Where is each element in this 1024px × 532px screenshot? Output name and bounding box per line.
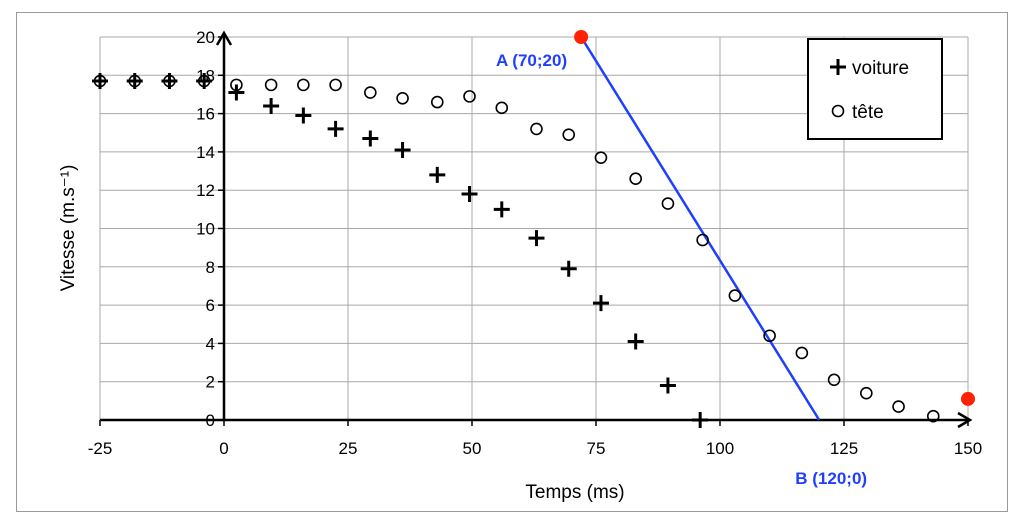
tangent-line-layer [580, 36, 821, 421]
point-tete [128, 74, 142, 88]
point-tete [629, 172, 642, 186]
point-voiture [228, 84, 245, 101]
x-tick-label: 0 [219, 439, 228, 458]
point-voiture [592, 295, 609, 312]
point-tete [795, 346, 809, 360]
point-tete [892, 400, 905, 413]
y-tick-label: 0 [206, 411, 215, 430]
legend-label-voiture: voiture [852, 58, 909, 79]
x-tick-label: 50 [463, 439, 482, 458]
point-voiture [528, 230, 545, 247]
point-voiture [659, 377, 676, 394]
point-tete [93, 74, 107, 88]
legend-label-tete: tête [852, 102, 884, 123]
y-tick-label: 4 [206, 334, 215, 353]
y-tick-label: 10 [196, 220, 215, 239]
legend: voiture tête [807, 38, 943, 140]
point-voiture [461, 186, 478, 203]
y-tick-label: 6 [206, 296, 215, 315]
y-tick-label: 20 [196, 28, 215, 47]
point-voiture [560, 260, 577, 277]
point-tete [827, 373, 841, 387]
x-tick-label: -25 [88, 439, 113, 458]
point-voiture [429, 166, 446, 183]
annotations: A (70;20) B (120;0) [496, 51, 867, 488]
y-tick-label: 14 [196, 143, 215, 162]
point-voiture [692, 412, 709, 428]
y-tick-label: 16 [196, 105, 215, 124]
point-tete [661, 197, 675, 210]
point-tete [230, 78, 243, 92]
legend-marker-voiture [830, 59, 846, 75]
point-tete [264, 78, 278, 92]
y-axis-arrow [215, 30, 233, 46]
point-voiture [263, 97, 280, 114]
y-tick-label: 2 [206, 373, 215, 392]
x-tick-label: 75 [587, 439, 606, 458]
point-tete [495, 101, 509, 115]
point-voiture [493, 201, 510, 218]
point-tete [197, 74, 211, 88]
point-tete [297, 78, 310, 92]
point-voiture [327, 120, 344, 137]
point-tete [329, 78, 342, 92]
point-voiture [627, 333, 644, 350]
point-voiture [295, 107, 312, 124]
y-tick-label: 8 [206, 258, 215, 277]
point-tete [530, 122, 543, 136]
point-tete [463, 90, 476, 103]
y-tick-label: 12 [196, 181, 215, 200]
point-voiture [362, 130, 379, 147]
x-tick-label: 100 [706, 439, 734, 458]
point-tete [696, 233, 709, 247]
point-tete [562, 128, 576, 141]
point-voiture [394, 141, 411, 158]
chart-frame [16, 12, 1008, 512]
tangent-line [580, 36, 821, 421]
x-tick-label: 125 [830, 439, 858, 458]
x-axis-title: Temps (ms) [525, 482, 624, 503]
point-tete [926, 409, 940, 423]
point-tete [430, 95, 444, 109]
highlight-point [574, 30, 589, 44]
point-tete [763, 329, 776, 343]
annotation-b: B (120;0) [795, 469, 867, 488]
data-points [92, 73, 940, 428]
x-tick-label: 25 [339, 439, 358, 458]
axes [99, 30, 973, 429]
point-tete [594, 151, 608, 164]
legend-items: voiture tête [830, 58, 909, 123]
point-tete [163, 74, 176, 88]
x-axis-arrow [957, 411, 973, 429]
point-tete [728, 289, 742, 302]
x-tick-label: 150 [954, 439, 982, 458]
y-axis-title: Vitesse (m.s⁻¹) [58, 165, 79, 292]
point-tete [396, 91, 409, 105]
point-tete [364, 86, 377, 99]
annotation-a: A (70;20) [496, 51, 567, 70]
legend-marker-tete [831, 104, 845, 118]
highlight-point [961, 391, 975, 406]
highlight-points [574, 30, 975, 406]
legend-box [807, 38, 943, 140]
point-tete [860, 386, 873, 400]
